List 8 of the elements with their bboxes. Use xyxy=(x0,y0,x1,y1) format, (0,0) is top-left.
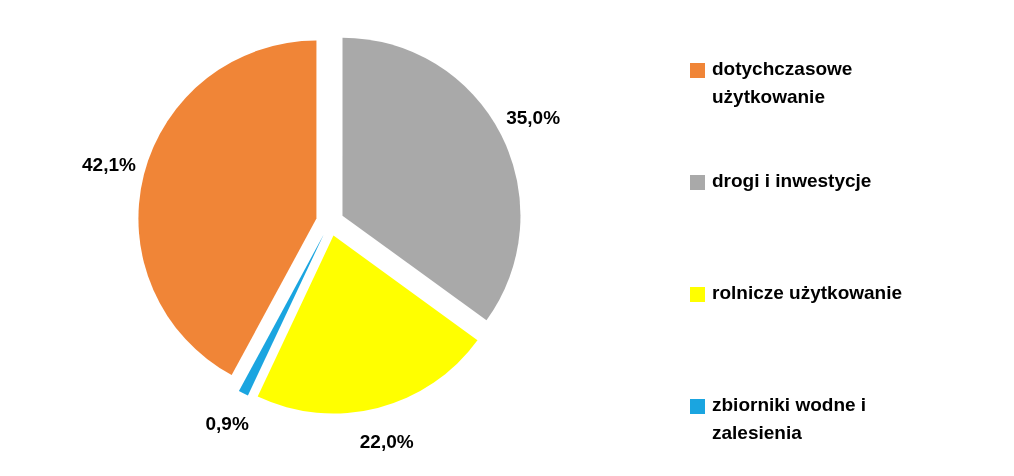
data-label: 35,0% xyxy=(506,106,561,128)
data-label: 22,0% xyxy=(359,430,414,452)
legend-label: drogi i inwestycje xyxy=(712,170,872,192)
legend-label: rolnicze użytkowanie xyxy=(712,282,903,304)
legend-label: zbiorniki wodne i zalesienia xyxy=(712,394,867,444)
legend-label: dotychczasowe użytkowanie xyxy=(712,58,853,108)
data-label: 0,9% xyxy=(205,413,249,435)
data-label: 42,1% xyxy=(82,154,137,176)
